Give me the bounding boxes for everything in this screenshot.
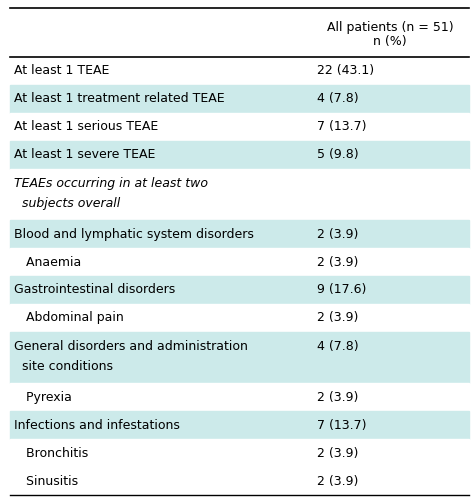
Bar — [10, 8, 469, 57]
Bar — [10, 304, 469, 332]
Text: Pyrexia: Pyrexia — [14, 391, 72, 404]
Text: 7 (13.7): 7 (13.7) — [317, 419, 366, 432]
Bar — [10, 248, 469, 276]
Text: 2 (3.9): 2 (3.9) — [317, 256, 358, 268]
Bar — [10, 57, 469, 85]
Bar — [10, 384, 469, 411]
Bar — [10, 220, 469, 248]
Text: 2 (3.9): 2 (3.9) — [317, 312, 358, 324]
Text: TEAEs occurring in at least two: TEAEs occurring in at least two — [14, 176, 208, 190]
Text: n (%): n (%) — [373, 35, 407, 48]
Bar — [10, 276, 469, 304]
Text: Anaemia: Anaemia — [14, 256, 81, 268]
Bar — [10, 85, 469, 113]
Text: 2 (3.9): 2 (3.9) — [317, 474, 358, 488]
Text: 5 (9.8): 5 (9.8) — [317, 148, 358, 161]
Text: Bronchitis: Bronchitis — [14, 446, 88, 460]
Bar — [10, 113, 469, 140]
Text: 9 (17.6): 9 (17.6) — [317, 284, 366, 296]
Text: Sinusitis: Sinusitis — [14, 474, 78, 488]
Text: Blood and lymphatic system disorders: Blood and lymphatic system disorders — [14, 228, 254, 240]
Bar — [10, 168, 469, 220]
Text: site conditions: site conditions — [14, 360, 113, 374]
Text: 7 (13.7): 7 (13.7) — [317, 120, 366, 134]
Text: At least 1 severe TEAE: At least 1 severe TEAE — [14, 148, 155, 161]
Text: 2 (3.9): 2 (3.9) — [317, 391, 358, 404]
Text: At least 1 treatment related TEAE: At least 1 treatment related TEAE — [14, 92, 225, 106]
Text: At least 1 TEAE: At least 1 TEAE — [14, 64, 109, 78]
Bar — [10, 439, 469, 467]
Bar — [10, 332, 469, 384]
Bar — [10, 140, 469, 168]
Text: 4 (7.8): 4 (7.8) — [317, 340, 358, 353]
Text: General disorders and administration: General disorders and administration — [14, 340, 248, 353]
Text: All patients (n = 51): All patients (n = 51) — [327, 21, 453, 34]
Text: 22 (43.1): 22 (43.1) — [317, 64, 374, 78]
Text: Abdominal pain: Abdominal pain — [14, 312, 124, 324]
Bar — [10, 412, 469, 439]
Text: subjects overall: subjects overall — [14, 197, 120, 210]
Text: 2 (3.9): 2 (3.9) — [317, 446, 358, 460]
Bar — [10, 467, 469, 495]
Text: 2 (3.9): 2 (3.9) — [317, 228, 358, 240]
Text: At least 1 serious TEAE: At least 1 serious TEAE — [14, 120, 158, 134]
Text: Infections and infestations: Infections and infestations — [14, 419, 180, 432]
Text: Gastrointestinal disorders: Gastrointestinal disorders — [14, 284, 175, 296]
Text: 4 (7.8): 4 (7.8) — [317, 92, 358, 106]
